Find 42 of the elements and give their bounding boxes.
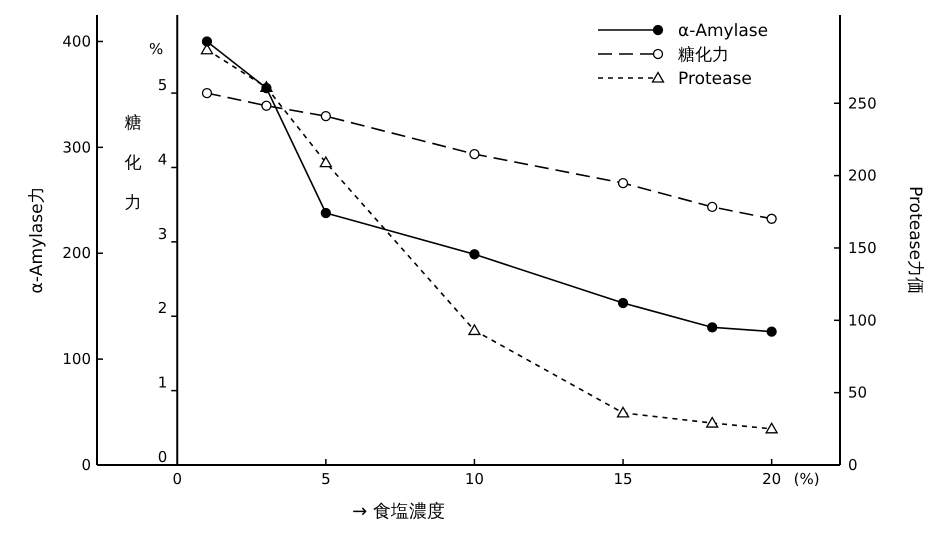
point bbox=[707, 322, 718, 333]
x-tick-label: 10 bbox=[464, 470, 484, 488]
annotation: % bbox=[148, 40, 164, 58]
y-tick-label: 200 bbox=[62, 244, 91, 262]
y2-tick-label: 200 bbox=[848, 166, 877, 185]
point bbox=[320, 156, 332, 168]
point bbox=[468, 324, 481, 336]
point bbox=[766, 326, 777, 337]
legend-label: α-Amylase bbox=[678, 21, 768, 41]
y3-tick-label: 4 bbox=[158, 150, 168, 168]
y2-tick-label: 150 bbox=[848, 238, 877, 257]
x-axis-title: → 食塩濃度 bbox=[352, 501, 445, 522]
y3-tick-label: 2 bbox=[158, 299, 168, 318]
point bbox=[202, 36, 212, 47]
x-tick-label: 5 bbox=[321, 470, 331, 488]
legend-label: 糖化力 bbox=[678, 45, 729, 65]
y2-tick-label: 100 bbox=[848, 311, 877, 330]
point bbox=[618, 298, 628, 308]
text: (%) bbox=[794, 470, 820, 488]
point bbox=[320, 208, 331, 218]
y3-axis-title: 糖化力 bbox=[124, 113, 142, 213]
x-tick-label: 15 bbox=[613, 470, 633, 488]
y2-tick-label: 0 bbox=[848, 456, 858, 474]
y-axis-title: α-Amylase力 bbox=[27, 186, 47, 294]
y3-tick-label: 1 bbox=[158, 374, 168, 392]
y-tick-label: 300 bbox=[62, 138, 91, 156]
y2-axis-title: Protease力価 bbox=[905, 186, 925, 294]
y2-tick-label: 250 bbox=[848, 94, 877, 112]
y2-tick-label: 50 bbox=[848, 384, 868, 402]
y-tick-label: 100 bbox=[62, 350, 91, 368]
y3-tick-label: 0 bbox=[158, 448, 168, 466]
legend-label: Protease bbox=[678, 69, 752, 89]
y-tick-label: 400 bbox=[62, 32, 91, 50]
point bbox=[706, 416, 718, 428]
point bbox=[469, 249, 480, 260]
point bbox=[616, 406, 630, 418]
y3-tick-label: 3 bbox=[158, 224, 168, 243]
y-tick-label: 0 bbox=[81, 456, 91, 474]
x-tick-label: 0 bbox=[172, 470, 182, 488]
point bbox=[765, 422, 778, 434]
x-tick-label: 20 bbox=[762, 470, 782, 488]
y3-tick-label: 5 bbox=[158, 76, 168, 94]
